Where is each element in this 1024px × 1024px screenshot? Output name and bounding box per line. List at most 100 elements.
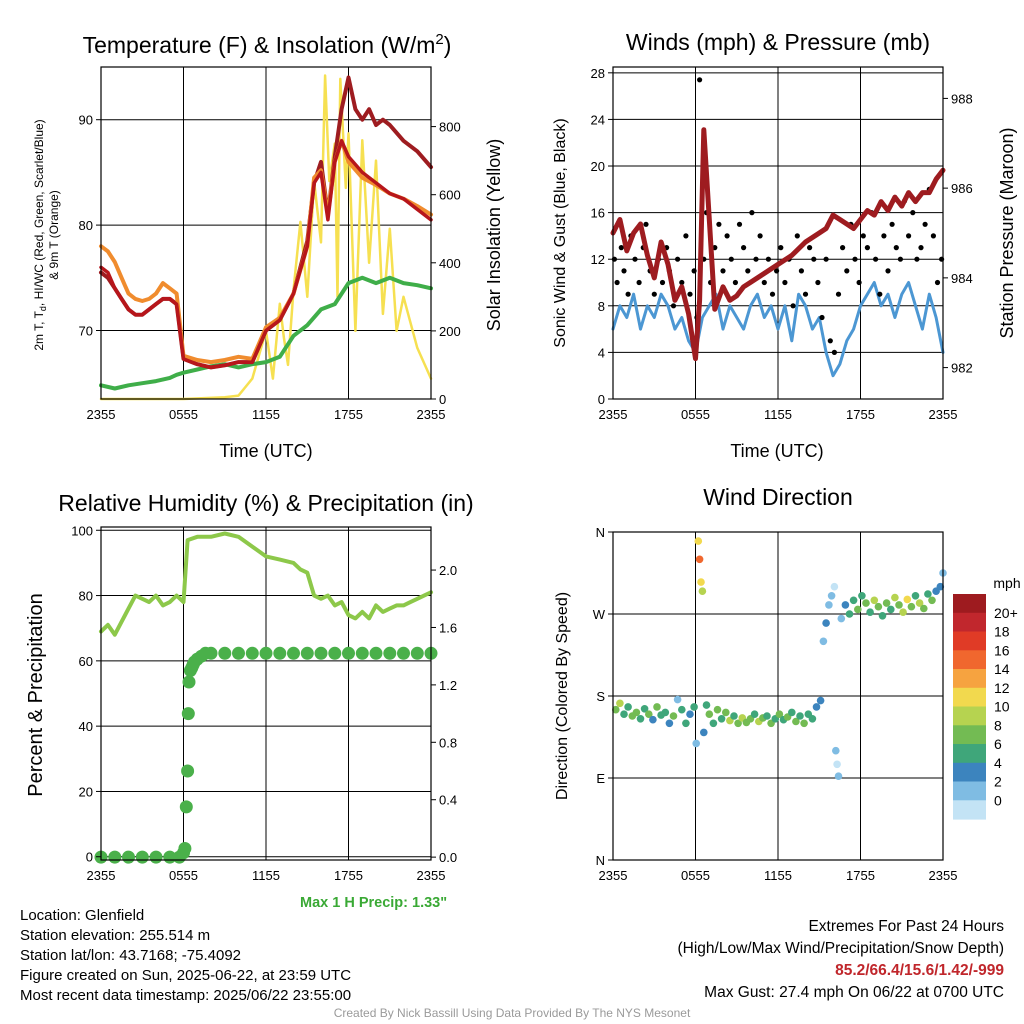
- direction-point: [833, 760, 841, 769]
- gust-point: [934, 279, 941, 286]
- direction-point: [862, 599, 870, 607]
- gust-point: [625, 291, 631, 297]
- gust-point: [778, 245, 784, 251]
- direction-point: [911, 592, 920, 600]
- y-tick-label: 0: [86, 850, 93, 865]
- direction-point: [854, 605, 862, 614]
- y-tick-label: 8: [598, 299, 605, 314]
- gust-point: [827, 338, 833, 344]
- precip-point: [218, 646, 232, 660]
- extremes-subtitle: (High/Low/Max Wind/Precipitation/Snow De…: [677, 940, 1005, 957]
- gust-point: [614, 279, 620, 286]
- x-tick-label: 1755: [846, 868, 875, 883]
- temp-9m-line: [99, 138, 433, 365]
- y-tick-label: N: [596, 853, 605, 868]
- direction-point: [874, 602, 883, 611]
- y-right-tick-label: 986: [951, 181, 973, 196]
- direction-point: [895, 601, 903, 609]
- y-tick-label: 20: [591, 159, 605, 174]
- direction-point: [858, 592, 866, 600]
- gust-point: [643, 221, 649, 227]
- x-tick-label: 0555: [681, 407, 710, 422]
- x-tick-label: 2355: [87, 407, 116, 422]
- y-right-tick-label: 800: [439, 120, 461, 135]
- gust-point: [632, 256, 638, 262]
- x-tick-label: 2355: [599, 868, 628, 883]
- colorbar-label: 14: [994, 661, 1010, 677]
- colorbar-label: 18: [994, 624, 1010, 640]
- y-right-tick-label: 0.0: [439, 850, 457, 865]
- precip-point: [300, 646, 314, 660]
- sonic-wind-line: [611, 281, 945, 378]
- gust-point: [860, 233, 866, 239]
- winds-ylabel-left: Sonic Wind & Gust (Blue, Black): [552, 118, 569, 347]
- precip-point: [245, 646, 259, 660]
- gust-point: [918, 245, 924, 251]
- direction-point: [705, 710, 714, 718]
- direction-point: [825, 601, 833, 609]
- y-tick-label: 40: [79, 719, 93, 734]
- humidity-plot-frame: [100, 526, 432, 861]
- wind-direction-panel: Wind Direction 2355 0555 1155 1755 2355NESWN…: [554, 484, 1021, 883]
- recent-timestamp: Most recent data timestamp: 2025/06/22 2…: [20, 987, 352, 1004]
- gust-point: [897, 256, 904, 262]
- direction-point: [624, 703, 632, 711]
- gust-point: [798, 268, 805, 274]
- direction-point: [796, 712, 804, 720]
- x-tick-label: 0555: [169, 407, 198, 422]
- direction-point: [682, 719, 690, 728]
- y-right-tick-label: 1.2: [439, 678, 457, 693]
- gust-point: [732, 279, 739, 286]
- extremes-values: 85.2/66.4/15.6/1.42/-999: [835, 962, 1004, 979]
- precip-point: [369, 646, 383, 660]
- gust-point: [687, 291, 693, 297]
- direction-point: [849, 596, 858, 605]
- gust-point: [774, 268, 780, 274]
- precip-point: [149, 850, 163, 864]
- direction-point: [788, 708, 796, 717]
- gust-point: [659, 279, 666, 286]
- precip-point: [287, 646, 300, 660]
- credit-line: Created By Nick Bassill Using Data Provi…: [333, 1006, 691, 1020]
- precip-point: [314, 646, 328, 660]
- x-tick-label: 2355: [87, 868, 116, 883]
- gust-point: [769, 291, 776, 297]
- y-tick-label: 12: [591, 252, 605, 267]
- direction-point: [870, 596, 879, 605]
- y-right-tick-label: 400: [439, 256, 461, 271]
- direction-point: [882, 599, 891, 607]
- direction-point: [616, 699, 624, 708]
- gust-point: [823, 256, 829, 262]
- direction-point: [709, 719, 718, 728]
- colorbar-swatch: [953, 594, 986, 614]
- direction-point: [673, 695, 682, 704]
- direction-point: [928, 596, 936, 605]
- x-tick-label: 0555: [681, 868, 710, 883]
- direction-point: [878, 612, 887, 620]
- gust-point: [749, 210, 755, 216]
- direction-point: [837, 614, 846, 623]
- colorbar-swatch: [953, 800, 986, 820]
- direction-point: [612, 705, 620, 714]
- gust-point: [697, 77, 703, 83]
- direction-point: [800, 719, 808, 728]
- precip-point: [204, 646, 218, 660]
- direction-point: [920, 604, 928, 613]
- x-tick-label: 2355: [417, 407, 446, 422]
- colorbar-label: 12: [994, 680, 1010, 696]
- gust-point: [675, 256, 681, 262]
- x-tick-label: 1155: [764, 407, 792, 422]
- gust-point: [831, 349, 838, 355]
- humidity-ylabel-left: Percent & Precipitation: [25, 593, 47, 796]
- colorbar-label: 10: [994, 699, 1010, 715]
- gust-point: [679, 279, 685, 286]
- temperature-ylabel-left-line2: & 9m T (Orange): [47, 190, 61, 280]
- direction-point: [915, 599, 924, 607]
- dewpoint-line: [99, 275, 433, 391]
- direction-point: [750, 710, 759, 718]
- gust-point: [765, 256, 772, 262]
- colorbar-swatch: [953, 631, 986, 651]
- station-info: Location: Glenfield Station elevation: 2…: [20, 906, 351, 1006]
- insolation-line: [99, 74, 433, 401]
- direction-point: [936, 582, 945, 591]
